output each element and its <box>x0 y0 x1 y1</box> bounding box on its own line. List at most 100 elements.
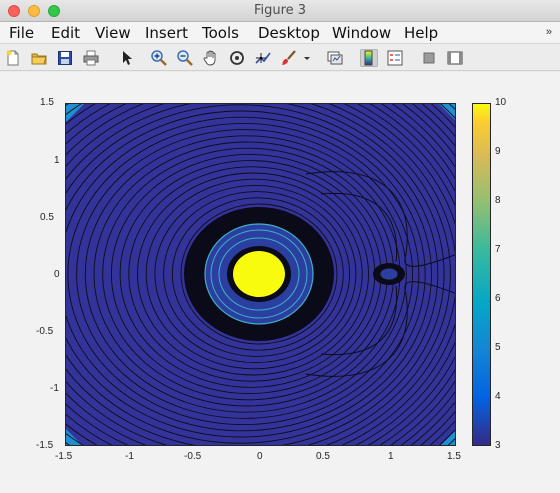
contour-line <box>180 203 338 345</box>
corner-region <box>439 104 455 120</box>
minimize-window-button[interactable] <box>28 5 40 17</box>
saddle-contour-line <box>320 285 398 356</box>
pan-button[interactable] <box>202 49 220 67</box>
contour-plot-svg <box>66 104 455 445</box>
corner-region <box>66 429 82 445</box>
dropdown-arrow-icon <box>304 57 310 60</box>
local-minimum-ring <box>379 267 399 281</box>
title-bar: Figure 3 <box>0 0 560 22</box>
contour-lines <box>66 104 455 445</box>
contour-line <box>66 104 439 444</box>
y-tick-label: 1 <box>54 155 60 166</box>
double-chevron-icon[interactable]: » <box>545 26 552 38</box>
brush-button[interactable] <box>280 49 298 67</box>
data-cursor-icon <box>255 52 271 64</box>
x-tick-label: -0.5 <box>184 451 202 462</box>
y-tick-label: -0.5 <box>36 326 54 337</box>
menu-bar: File Edit View Insert Tools Desktop Wind… <box>0 22 560 44</box>
colorbar-tick-label: 3 <box>495 440 501 451</box>
data-cursor-button[interactable] <box>254 49 272 67</box>
corner-region <box>66 104 84 122</box>
menu-file[interactable]: File <box>9 24 35 42</box>
zoom-out-icon <box>177 50 193 66</box>
plot-tools-icon <box>447 51 463 65</box>
zoom-in-icon <box>151 50 167 66</box>
colorbar-tick-label: 6 <box>495 293 501 304</box>
contour-line <box>67 122 420 426</box>
y-tick-label: 0.5 <box>40 212 54 223</box>
contour-line <box>154 184 357 364</box>
legend-button[interactable] <box>386 49 404 67</box>
new-document-icon <box>6 50 19 66</box>
show-plot-tools-button[interactable] <box>446 49 464 67</box>
menu-insert[interactable]: Insert <box>145 24 189 42</box>
hand-icon <box>203 50 216 66</box>
colorbar-tick-label: 8 <box>495 195 501 206</box>
menu-help[interactable]: Help <box>404 24 439 42</box>
menu-window[interactable]: Window <box>332 24 392 42</box>
colorbar-tick-label: 9 <box>495 146 501 157</box>
x-tick-label: 1 <box>388 451 394 462</box>
colorbar[interactable] <box>472 103 491 446</box>
menu-desktop[interactable]: Desktop <box>258 24 320 42</box>
floppy-disk-icon <box>58 51 72 65</box>
print-figure-button[interactable] <box>82 49 100 67</box>
menu-edit[interactable]: Edit <box>51 24 81 42</box>
brush-icon <box>282 50 296 65</box>
close-window-button[interactable] <box>8 5 20 17</box>
contour-line <box>66 104 451 445</box>
x-tick-label: -1.5 <box>55 451 73 462</box>
rotate-icon <box>230 51 244 65</box>
zoom-in-button[interactable] <box>150 49 168 67</box>
colorbar-tick-label: 10 <box>495 97 507 108</box>
y-tick-label: 0 <box>54 269 60 280</box>
peak-region <box>233 251 285 297</box>
contour-line <box>163 191 351 357</box>
y-tick-label: -1.5 <box>36 440 54 451</box>
contour-plot[interactable] <box>65 103 456 446</box>
x-tick-label: 0 <box>257 451 263 462</box>
x-tick-label: 0.5 <box>316 451 330 462</box>
link-plot-icon <box>327 51 343 65</box>
contour-line <box>76 129 414 419</box>
saddle-contour-line <box>305 171 455 267</box>
folder-icon <box>31 53 47 65</box>
brush-dropdown-button[interactable] <box>302 49 312 67</box>
colorbar-icon <box>364 50 373 66</box>
hide-plot-tools-button[interactable] <box>420 49 438 67</box>
window-title: Figure 3 <box>253 3 307 18</box>
colorbar-tick-label: 4 <box>495 391 501 402</box>
y-tick-label: 1.5 <box>40 97 54 108</box>
new-figure-button[interactable] <box>4 49 22 67</box>
contour-line <box>137 172 369 376</box>
x-tick-label: 1.5 <box>447 451 461 462</box>
zoom-out-button[interactable] <box>176 49 194 67</box>
menu-view[interactable]: View <box>95 24 131 42</box>
toolbar <box>0 45 560 71</box>
contour-ring-inner <box>210 229 308 319</box>
arrow-pointer-icon <box>123 51 132 65</box>
x-tick-label: -1 <box>125 451 134 462</box>
gray-square-icon <box>423 52 435 64</box>
printer-icon <box>83 50 99 66</box>
colorbar-button[interactable] <box>360 49 378 67</box>
contour-line <box>66 116 426 432</box>
contour-ring-inner <box>218 237 300 311</box>
rotate-3d-button[interactable] <box>228 49 246 67</box>
legend-icon <box>387 50 403 66</box>
contour-line <box>66 104 445 445</box>
open-file-button[interactable] <box>30 49 48 67</box>
maximize-window-button[interactable] <box>48 5 60 17</box>
edit-plot-button[interactable] <box>118 49 136 67</box>
menu-tools[interactable]: Tools <box>202 24 239 42</box>
colorbar-tick-label: 5 <box>495 342 501 353</box>
link-plot-button[interactable] <box>326 49 344 67</box>
saddle-contour-line <box>305 281 455 377</box>
contour-line <box>66 110 432 438</box>
contour-line <box>84 135 407 413</box>
contour-line <box>145 178 363 370</box>
colorbar-tick-label: 7 <box>495 244 501 255</box>
save-figure-button[interactable] <box>56 49 74 67</box>
y-tick-label: -1 <box>50 383 59 394</box>
corner-region <box>441 431 455 445</box>
